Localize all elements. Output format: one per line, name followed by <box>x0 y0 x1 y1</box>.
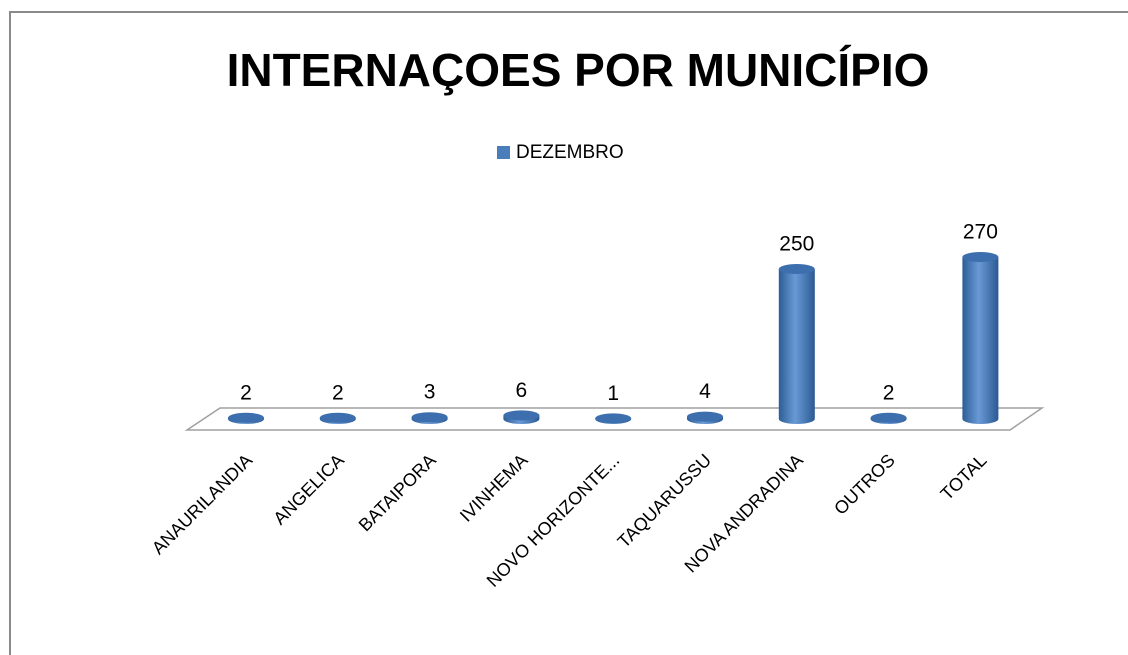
bar-top <box>962 252 999 262</box>
bar-top <box>411 412 448 423</box>
bar-top <box>319 412 356 423</box>
bar-top <box>228 412 264 423</box>
bar-top <box>687 411 723 422</box>
bar-top <box>778 264 815 274</box>
data-label: 250 <box>779 233 814 256</box>
data-label: 2 <box>883 381 895 404</box>
bar-top <box>595 413 632 424</box>
data-label: 6 <box>516 379 528 402</box>
bar-top <box>503 410 540 421</box>
legend-label: DEZEMBRO <box>516 142 624 163</box>
bar-body <box>962 257 999 424</box>
data-label: 2 <box>240 381 252 404</box>
data-label: 2 <box>332 381 344 404</box>
data-label: 270 <box>963 221 998 244</box>
data-label: 4 <box>699 380 711 403</box>
bar-body <box>778 269 815 424</box>
data-label: 3 <box>424 381 436 404</box>
bar-top <box>870 412 907 423</box>
data-label: 1 <box>607 382 619 405</box>
chart-title: INTERNAÇOES POR MUNICÍPIO <box>227 44 930 96</box>
chart-border <box>9 11 1128 655</box>
legend-swatch <box>497 146 510 159</box>
